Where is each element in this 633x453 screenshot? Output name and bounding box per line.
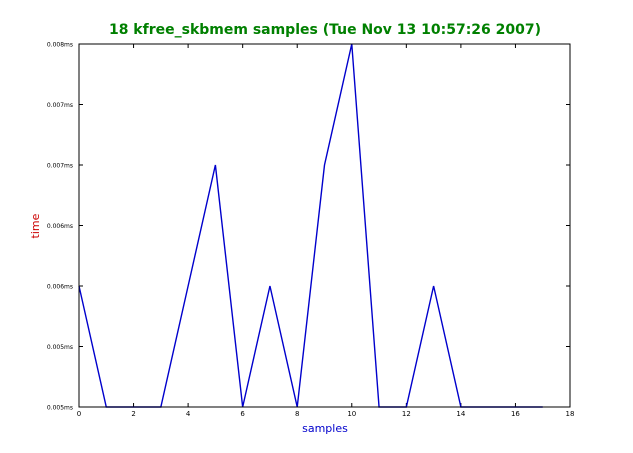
x-tick-label: 18	[566, 410, 575, 418]
x-tick-label: 14	[456, 410, 465, 418]
x-tick-label: 10	[347, 410, 356, 418]
x-tick-label: 0	[77, 410, 81, 418]
y-tick-label: 0.006ms	[47, 284, 73, 291]
x-tick-label: 4	[186, 410, 191, 418]
y-axis-label: time	[29, 213, 42, 238]
y-tick-label: 0.006ms	[47, 223, 73, 230]
x-tick-label: 16	[511, 410, 520, 418]
x-tick-label: 12	[402, 410, 411, 418]
x-tick-label: 2	[131, 410, 135, 418]
y-tick-label: 0.007ms	[47, 163, 73, 170]
y-tick-label: 0.008ms	[47, 42, 73, 49]
plot-layer: 0 2 4 6 8 10 12 14 16 18 0.005ms 0.005ms 0.006ms 0.00…	[47, 42, 575, 419]
chart-title: 18 kfree_skbmem samples (Tue Nov 13 10:5…	[109, 22, 541, 38]
y-tick-label: 0.005ms	[47, 405, 73, 412]
x-tick-label: 6	[240, 410, 245, 418]
x-axis-label: samples	[302, 422, 348, 435]
y-tick-label: 0.007ms	[47, 102, 73, 109]
x-tick-label: 8	[295, 410, 299, 418]
series-line	[78, 43, 543, 408]
y-tick-label: 0.005ms	[47, 344, 73, 351]
plot-area-frame	[78, 43, 571, 408]
